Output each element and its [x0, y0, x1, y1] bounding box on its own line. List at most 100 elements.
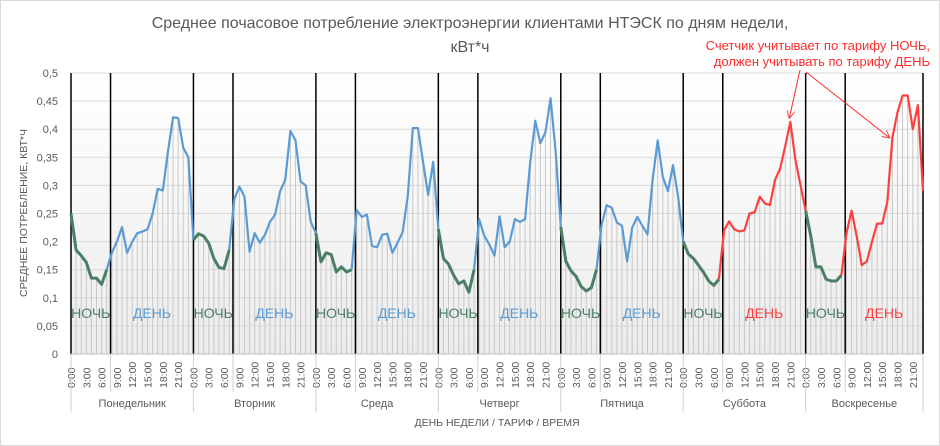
- annotation-arrow: [805, 71, 889, 138]
- hour-tick-label: 9:00: [112, 367, 124, 388]
- day-label: ДЕНЬ: [378, 305, 416, 321]
- hour-tick-label: 21:00: [418, 362, 430, 388]
- hour-tick-label: 0:00: [66, 367, 78, 388]
- chart-title: Среднее почасовое потребление электроэне…: [60, 12, 880, 60]
- hour-tick-label: 0:00: [311, 367, 323, 388]
- night-label: НОЧЬ: [438, 305, 477, 321]
- day-name-label: Воскресенье: [832, 398, 898, 410]
- night-series-line: [436, 228, 476, 294]
- y-tick-label: 0,1: [43, 293, 58, 305]
- hour-tick-label: 3:00: [81, 367, 93, 388]
- day-series-line: [595, 139, 685, 270]
- hour-tick-label: 15:00: [510, 362, 522, 388]
- hour-tick-label: 21:00: [785, 362, 797, 388]
- day-label: ДЕНЬ: [500, 305, 538, 321]
- day-name-label: Четверг: [480, 398, 520, 410]
- night-series-line: [559, 226, 598, 293]
- annotation-arrow: [789, 69, 801, 118]
- hour-tick-label: 3:00: [816, 367, 828, 388]
- night-series-line: [804, 210, 843, 283]
- hour-tick-label: 15:00: [265, 362, 277, 388]
- annotation-line-2: должен учитывать по тарифу ДЕНЬ: [713, 54, 930, 69]
- hour-tick-label: 0:00: [801, 367, 813, 388]
- hour-tick-label: 3:00: [571, 367, 583, 388]
- y-tick-label: 0,25: [37, 209, 58, 221]
- day-series-line: [717, 120, 807, 280]
- hour-tick-label: 9:00: [847, 367, 859, 388]
- day-name-label: Суббота: [723, 398, 767, 410]
- hour-tick-label: 0:00: [188, 367, 200, 388]
- hour-tick-label: 6:00: [219, 367, 231, 388]
- hour-tick-label: 21:00: [173, 362, 185, 388]
- day-label: ДЕНЬ: [255, 305, 293, 321]
- night-series-line: [192, 232, 231, 271]
- day-series-line: [472, 97, 562, 270]
- night-label: НОЧЬ: [316, 305, 355, 321]
- y-tick-label: 0,35: [37, 152, 58, 164]
- day-label: ДЕНЬ: [133, 305, 171, 321]
- y-tick-label: 0: [52, 349, 58, 361]
- day-name-label: Пятница: [600, 398, 644, 410]
- hour-tick-label: 6:00: [586, 367, 598, 388]
- y-tick-label: 0,05: [37, 321, 58, 333]
- hour-tick-label: 9:00: [479, 367, 491, 388]
- hour-tick-label: 18:00: [648, 362, 660, 388]
- hour-tick-label: 3:00: [204, 367, 216, 388]
- night-series-line: [69, 213, 109, 286]
- day-series-line: [228, 129, 317, 253]
- y-tick-label: 0,45: [37, 96, 58, 108]
- hour-tick-label: 0:00: [678, 367, 690, 388]
- day-label: ДЕНЬ: [745, 305, 783, 321]
- day-name-label: Среда: [361, 398, 394, 410]
- hour-tick-label: 9:00: [724, 367, 736, 388]
- chart-title-line-1: Среднее почасовое потребление электроэне…: [151, 15, 789, 32]
- hour-tick-label: 12:00: [617, 362, 629, 388]
- hour-tick-label: 3:00: [449, 367, 461, 388]
- hour-tick-label: 18:00: [770, 362, 782, 388]
- hour-tick-label: 9:00: [357, 367, 369, 388]
- y-tick-label: 0,2: [43, 237, 58, 249]
- night-label: НОЧЬ: [683, 305, 722, 321]
- annotation-text: Счетчик учитывает по тарифу НОЧЬ, должен…: [670, 38, 930, 70]
- hour-tick-label: 15:00: [877, 362, 889, 388]
- hour-tick-label: 15:00: [143, 362, 155, 388]
- hour-tick-label: 6:00: [341, 367, 353, 388]
- hour-tick-label: 21:00: [540, 362, 552, 388]
- night-series-line: [681, 241, 721, 287]
- day-name-label: Понедельник: [99, 398, 167, 410]
- hour-tick-label: 3:00: [326, 367, 338, 388]
- hour-tick-label: 0:00: [556, 367, 568, 388]
- day-series-line: [105, 116, 195, 271]
- hour-tick-label: 12:00: [127, 362, 139, 388]
- day-label: ДЕНЬ: [623, 305, 661, 321]
- day-label: ДЕНЬ: [865, 305, 903, 321]
- hour-tick-label: 6:00: [97, 367, 109, 388]
- hour-tick-label: 6:00: [831, 367, 843, 388]
- x-axis-title: ДЕНЬ НЕДЕЛИ / ТАРИФ / ВРЕМЯ: [414, 417, 579, 429]
- hour-tick-label: 6:00: [464, 367, 476, 388]
- chart-title-line-2: кВт*ч: [450, 39, 490, 56]
- y-tick-label: 0,15: [37, 265, 58, 277]
- hour-tick-label: 0:00: [433, 367, 445, 388]
- annotation-line-1: Счетчик учитывает по тарифу НОЧЬ,: [705, 38, 930, 53]
- hour-tick-label: 21:00: [296, 362, 308, 388]
- day-series-line: [840, 94, 925, 276]
- y-axis-title: СРЕДНЕЕ ПОТРЕБЛЕНИЕ, КВТ*Ч: [18, 129, 30, 297]
- hour-tick-label: 12:00: [250, 362, 262, 388]
- night-label: НОЧЬ: [71, 305, 110, 321]
- night-label: НОЧЬ: [806, 305, 845, 321]
- hour-tick-label: 21:00: [663, 362, 675, 388]
- night-label: НОЧЬ: [194, 305, 233, 321]
- day-name-label: Вторник: [234, 398, 275, 410]
- hour-tick-label: 12:00: [862, 362, 874, 388]
- hour-tick-label: 18:00: [280, 362, 292, 388]
- day-series-line: [350, 126, 440, 270]
- hour-tick-label: 12:00: [372, 362, 384, 388]
- hour-tick-label: 18:00: [158, 362, 170, 388]
- hour-tick-label: 18:00: [403, 362, 415, 388]
- y-tick-label: 0,3: [43, 180, 58, 192]
- hour-tick-label: 18:00: [892, 362, 904, 388]
- hour-tick-label: 15:00: [387, 362, 399, 388]
- y-tick-label: 0,4: [43, 124, 58, 136]
- hour-tick-label: 3:00: [694, 367, 706, 388]
